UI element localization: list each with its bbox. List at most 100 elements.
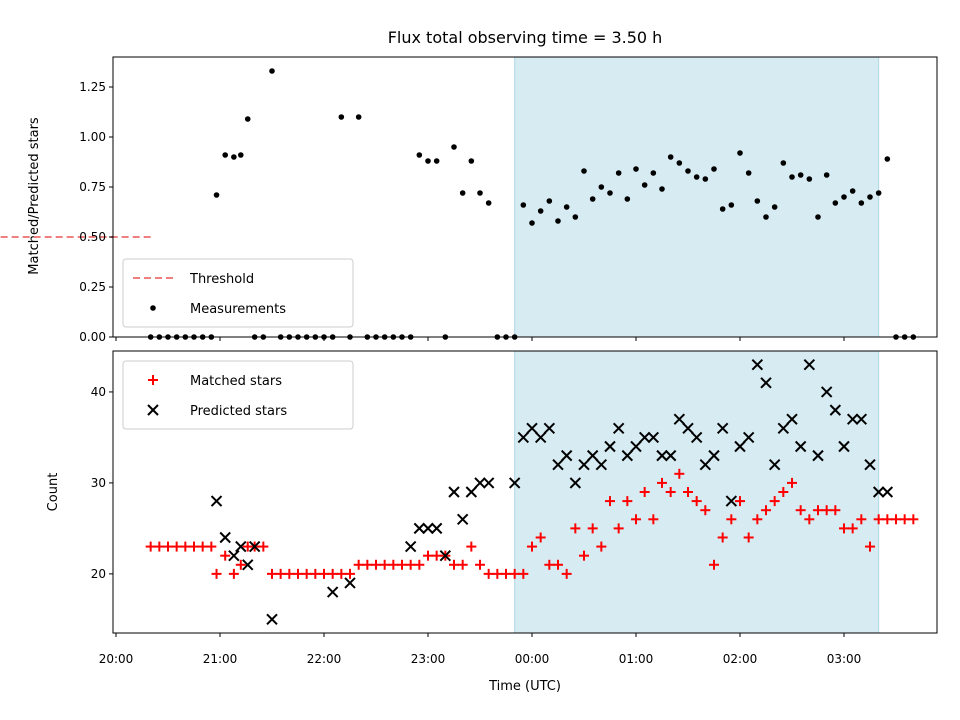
predicted-star-point [838, 440, 850, 453]
matched-star-point [631, 514, 641, 525]
x-tick-label: 01:00 [619, 652, 654, 666]
y-tick-label: 0.25 [79, 280, 106, 294]
measurement-point [832, 200, 839, 206]
predicted-star-point [708, 449, 720, 462]
matched-star-point [561, 568, 572, 579]
matched-star-point [483, 568, 494, 579]
matched-star-point [405, 559, 416, 570]
matched-star-point [839, 523, 849, 534]
predicted-star-point [647, 431, 660, 444]
matched-star-point [579, 550, 589, 561]
matched-star-point [847, 523, 858, 534]
measurement-point [238, 152, 244, 158]
measurement-point [754, 198, 761, 204]
predicted-star-point [219, 531, 231, 544]
matched-star-point [830, 505, 841, 516]
top-y-axis-label: Matched/Predicted stars [27, 117, 42, 275]
legend-label: Matched stars [190, 374, 282, 389]
matched-star-point [613, 523, 624, 534]
predicted-star-point [872, 486, 885, 498]
matched-star-point [891, 514, 901, 525]
y-tick-label: 0.00 [79, 330, 106, 344]
y-tick-label: 0.50 [79, 230, 106, 244]
matched-star-point [475, 559, 485, 570]
predicted-star-point [235, 540, 247, 553]
matched-star-point [206, 541, 217, 552]
predicted-star-point [725, 495, 738, 507]
measurement-point [771, 204, 778, 210]
matched-star-point [371, 559, 381, 570]
measurement-point [737, 150, 743, 156]
measurement-point [468, 158, 475, 164]
measurement-point [728, 202, 735, 208]
x-tick-label: 00:00 [515, 652, 550, 666]
predicted-star-point [716, 422, 729, 435]
matched-star-point [657, 477, 667, 488]
predicted-star-point [673, 413, 686, 425]
y-tick-label: 40 [91, 385, 106, 399]
matched-star-point [353, 559, 364, 570]
matched-star-point [752, 514, 763, 525]
measurement-point [581, 168, 587, 174]
matched-star-point [379, 559, 390, 570]
measurement-point [529, 220, 535, 226]
predicted-star-point [621, 449, 634, 462]
matched-star-point [258, 541, 269, 552]
predicted-star-point [777, 422, 790, 435]
measurement-point [806, 176, 813, 182]
matched-star-point [449, 559, 459, 570]
matched-star-point [596, 541, 607, 552]
predicted-star-point [864, 459, 876, 471]
predicted-star-point [413, 522, 426, 535]
matched-star-point [674, 468, 685, 479]
measurement-point [650, 170, 657, 176]
predicted-star-point [482, 477, 495, 489]
matched-star-point [648, 514, 659, 525]
matched-star-point [813, 505, 823, 516]
x-tick-label: 22:00 [307, 652, 342, 666]
measurement-point [485, 200, 492, 206]
y-tick-label: 0.75 [79, 180, 106, 194]
matched-star-point [570, 523, 581, 534]
measurement-point [867, 194, 873, 200]
x-axis-label: Time (UTC) [488, 679, 561, 694]
measurement-point [719, 206, 726, 212]
matched-star-point [180, 541, 191, 552]
measurement-point [875, 190, 882, 196]
measurement-point [797, 172, 804, 178]
matched-star-point [709, 559, 719, 570]
matched-star-point [821, 505, 832, 516]
matched-star-point [327, 568, 338, 579]
predicted-star-point [210, 495, 223, 507]
measurement-point [615, 170, 622, 176]
predicted-star-point [604, 440, 616, 453]
matched-star-point [345, 568, 355, 579]
measurement-point [433, 158, 440, 164]
predicted-star-point [846, 413, 859, 425]
predicted-star-point [690, 431, 703, 444]
predicted-star-point [439, 549, 452, 562]
measurement-point [858, 200, 865, 206]
predicted-star-point [266, 613, 278, 626]
matched-star-point [319, 568, 329, 579]
predicted-star-point [803, 358, 816, 371]
measurement-point [745, 170, 752, 176]
matched-star-point [587, 523, 598, 534]
predicted-star-point [228, 549, 240, 562]
y-tick-label: 30 [91, 476, 106, 490]
matched-star-point [163, 541, 173, 552]
measurement-point [425, 158, 431, 164]
predicted-star-point [768, 459, 781, 471]
measurement-point [231, 154, 237, 160]
matched-star-point [683, 487, 693, 497]
matched-star-point [228, 568, 239, 579]
predicted-star-point [630, 440, 642, 453]
measurement-point [477, 190, 483, 196]
x-tick-label: 03:00 [827, 652, 862, 666]
predicted-star-point [786, 413, 798, 425]
predicted-star-point [448, 486, 460, 498]
predicted-star-point [517, 431, 530, 444]
matched-star-point [865, 541, 875, 552]
predicted-star-point [612, 422, 625, 435]
